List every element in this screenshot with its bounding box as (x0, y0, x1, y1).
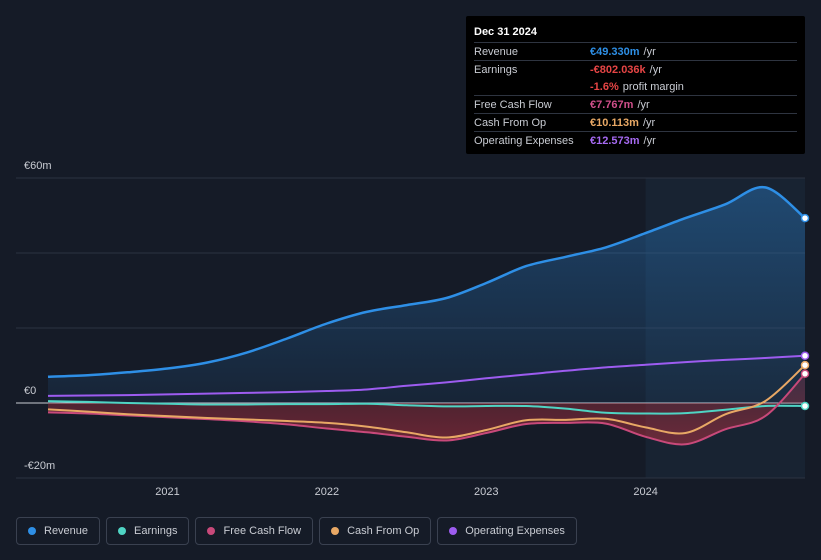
tooltip-row-unit: /yr (642, 116, 656, 129)
legend-label: Revenue (44, 525, 89, 537)
legend-label: Cash From Op (347, 525, 420, 537)
tooltip-row: Revenue €49.330m/yr (474, 42, 797, 60)
legend-label: Free Cash Flow (223, 525, 302, 537)
tooltip-row-unit: /yr (637, 98, 650, 111)
tooltip-row-value: €49.330m (590, 45, 640, 58)
legend-item-free-cash-flow[interactable]: Free Cash Flow (195, 517, 314, 545)
free-cash-flow-endpoint (800, 369, 810, 378)
y-tick-label: €0 (24, 385, 37, 397)
legend-dot-icon (207, 527, 216, 535)
cash-from-op-endpoint (800, 360, 810, 370)
tooltip-row: Earnings -€802.036k/yr (474, 60, 797, 78)
legend-dot-icon (118, 527, 127, 535)
legend-item-revenue[interactable]: Revenue (16, 517, 101, 545)
tooltip-row-unit: profit margin (622, 80, 684, 93)
x-tick-label: 2024 (633, 486, 657, 498)
tooltip-row-unit: /yr (649, 63, 662, 76)
legend-item-earnings[interactable]: Earnings (106, 517, 190, 545)
tooltip-panel: Dec 31 2024 Revenue €49.330m/yr Earnings -€… (466, 16, 805, 154)
tooltip-row: Cash From Op €10.113m/yr (474, 113, 797, 131)
legend-item-cash-from-op[interactable]: Cash From Op (319, 517, 432, 545)
tooltip-row-label: Cash From Op (474, 116, 547, 129)
legend-label: Earnings (134, 525, 178, 537)
tooltip-row-value: -1.6% (590, 80, 619, 93)
revenue-line (47, 186, 806, 379)
y-tick-label: €60m (24, 160, 52, 172)
operating-expenses-endpoint (800, 351, 810, 360)
tooltip-row-unit: /yr (643, 45, 656, 58)
tooltip-row-label: Free Cash Flow (474, 98, 552, 111)
tooltip-row-value: €7.767m (590, 98, 634, 111)
tooltip-row-label: Operating Expenses (474, 134, 574, 147)
legend-dot-icon (449, 527, 458, 535)
tooltip-row-unit: /yr (643, 134, 656, 147)
legend-dot-icon (331, 527, 340, 535)
tooltip-row-value: -€802.036k (590, 63, 646, 76)
earnings-line (47, 400, 806, 415)
legend-label: Operating Expenses (465, 525, 565, 537)
y-tick-label: -€20m (24, 460, 56, 472)
free-cash-flow-line (47, 373, 806, 446)
legend-dot-icon (28, 527, 36, 535)
operating-expenses-line (47, 354, 806, 397)
x-tick-label: 2022 (315, 486, 339, 498)
tooltip-row: -1.6% profit margin (474, 78, 797, 95)
tooltip-row-value: €10.113m (590, 116, 639, 129)
x-tick-label: 2023 (474, 486, 498, 498)
cash-from-op-line (47, 364, 806, 439)
free-cash-flow-area (48, 373, 805, 445)
tooltip-row-value: €12.573m (590, 134, 640, 147)
revenue-endpoint (800, 213, 810, 223)
tooltip-row: Operating Expenses €12.573m/yr (474, 131, 797, 149)
earnings-endpoint (800, 401, 810, 411)
tooltip-row-label: Earnings (474, 63, 518, 76)
tooltip-row: Free Cash Flow €7.767m/yr (474, 95, 797, 113)
revenue-area (48, 187, 805, 403)
tooltip-row-label: Revenue (474, 45, 519, 58)
legend-item-operating-expenses[interactable]: Operating Expenses (437, 517, 577, 545)
x-tick-label: 2021 (155, 486, 179, 498)
legend: Revenue Earnings Free Cash Flow Cash From O… (16, 517, 577, 545)
tooltip-date: Dec 31 2024 (474, 26, 537, 38)
